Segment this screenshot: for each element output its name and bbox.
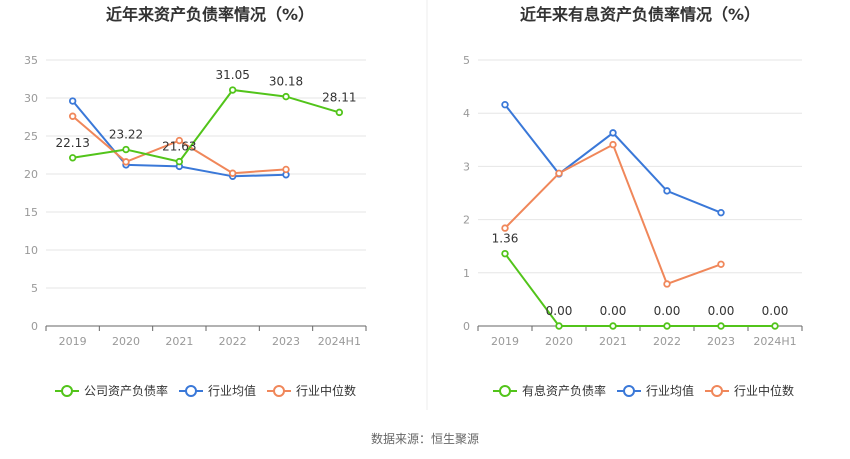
data-label: 0.00 [708,304,735,318]
data-point [122,145,130,154]
data-point [609,322,617,330]
legend-item: 有息资产负债率 [493,383,606,398]
legend-item: 行业均值 [179,383,256,398]
y-tick-label: 25 [24,130,38,143]
x-tick-label: 2023 [272,335,300,348]
legend-label: 行业均值 [646,383,694,398]
data-point [663,280,671,288]
data-point [282,92,290,101]
data-label: 30.18 [269,75,303,89]
data-point [122,158,130,166]
y-tick-label: 35 [24,54,38,67]
legend-marker [711,385,723,397]
data-point [555,169,563,178]
x-tick-label: 2021 [165,335,193,348]
legend-marker [623,385,635,397]
legend-marker [185,385,197,397]
legend-marker [61,385,73,397]
legend-label: 行业中位数 [296,383,356,398]
data-point [68,154,77,162]
y-tick-label: 5 [463,54,470,67]
x-tick-label: 2021 [599,335,627,348]
data-point [175,157,184,166]
series-line [504,143,722,286]
legend-item: 行业均值 [617,383,694,398]
x-tick-label: 2020 [112,335,140,348]
data-point [663,187,671,195]
x-tick-label: 2022 [653,335,681,348]
y-tick-label: 10 [24,244,38,257]
data-point [663,322,671,330]
legend-label: 有息资产负债率 [522,383,606,398]
y-tick-label: 1 [463,267,470,280]
y-tick-label: 4 [463,107,470,120]
data-label: 23.22 [109,128,143,142]
chart-title: 近年来资产负债率情况（%） [106,5,314,24]
data-point [228,169,237,177]
data-point [555,322,563,330]
y-tick-label: 0 [31,320,38,333]
y-tick-label: 5 [31,282,38,295]
data-label: 0.00 [546,304,573,318]
data-point [68,97,77,105]
chart-debt-ratio: 近年来资产负债率情况（%） 0 5 10 15 20 25 30 35 2019 2020 2021 2… [24,5,367,398]
x-tick-label: 2020 [545,335,573,348]
legend-label: 行业中位数 [734,383,794,398]
legend-item: 行业中位数 [267,383,356,398]
y-tick-label: 3 [463,160,470,173]
data-label: 31.05 [215,68,249,82]
series-line [504,253,775,327]
x-tick-label: 2019 [491,335,519,348]
chart-interest-debt-ratio: 近年来有息资产负债率情况（%） 0 1 2 3 4 5 2019 2020 2021 2022 202… [463,5,803,398]
data-label: 0.00 [654,304,681,318]
y-tick-label: 30 [24,92,38,105]
data-label: 1.36 [492,232,519,246]
chart-title: 近年来有息资产负债率情况（%） [520,5,760,24]
legend-marker [273,385,285,397]
x-tick-label: 2024H1 [318,335,361,348]
data-point [501,224,509,232]
legend-item: 公司资产负债率 [55,383,168,398]
data-label: 0.00 [600,304,627,318]
y-tick-label: 15 [24,206,38,219]
data-point [771,322,779,330]
x-tick-label: 2023 [707,335,735,348]
data-point [501,100,509,109]
y-tick-label: 20 [24,168,38,181]
x-tick-label: 2024H1 [753,335,796,348]
source-note: 数据来源：恒生聚源 [371,431,479,446]
legend-label: 行业均值 [208,383,256,398]
x-tick-label: 2022 [219,335,247,348]
data-label: 0.00 [762,304,789,318]
legend-item: 行业中位数 [705,383,794,398]
data-point [717,322,725,330]
data-point [335,108,344,117]
data-point [68,112,77,120]
data-point [717,260,725,268]
legend-label: 公司资产负债率 [84,383,168,398]
data-point [501,249,509,258]
x-tick-label: 2019 [59,335,87,348]
data-label: 22.13 [55,136,89,150]
series-line [72,88,340,163]
data-point [282,165,290,174]
y-tick-label: 0 [463,320,470,333]
data-point [609,129,617,137]
legend-marker [499,385,511,397]
data-point [228,86,237,94]
y-tick-label: 2 [463,214,470,227]
data-point [609,140,617,149]
data-label: 21.63 [162,140,196,154]
data-label: 28.11 [322,90,356,104]
data-point [717,208,725,217]
data-point [175,136,184,145]
